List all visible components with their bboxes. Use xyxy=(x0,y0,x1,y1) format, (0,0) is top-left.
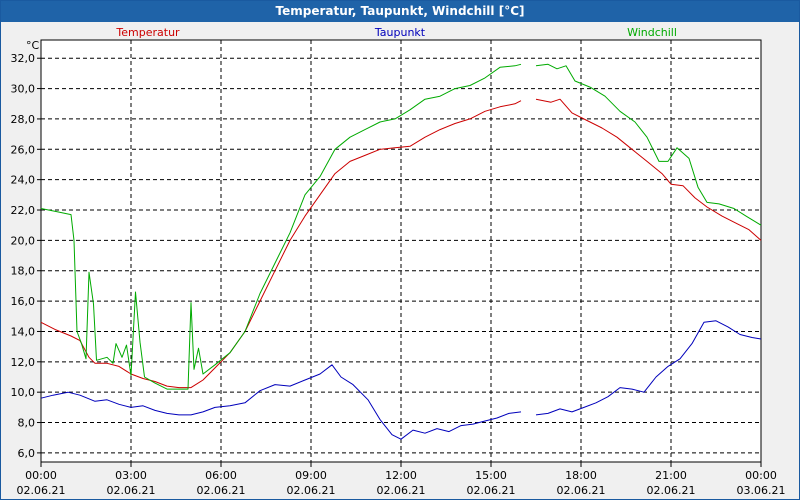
grid xyxy=(41,40,761,462)
y-tick-label: 22,0 xyxy=(11,204,36,217)
x-tick-time: 21:00 xyxy=(655,469,687,482)
y-tick-label: 8,0 xyxy=(18,417,36,430)
y-axis: 6,0 8,0 10,0 12,0 14,0 16,0 18,0 20,0 22,0 24,0 26… xyxy=(11,52,41,460)
x-axis: 00:00 02.06.21 03:00 02.06.21 06:00 02.06.21 0… xyxy=(17,462,786,497)
y-tick-label: 32,0 xyxy=(11,52,36,65)
legend-temperatur: Temperatur xyxy=(115,26,180,39)
series-line-windchill xyxy=(40,63,762,390)
x-tick-date: 02.06.21 xyxy=(197,484,246,497)
x-tick-time: 09:00 xyxy=(295,469,327,482)
y-unit-label: °C xyxy=(26,39,40,52)
y-tick-label: 30,0 xyxy=(11,83,36,96)
y-tick-label: 10,0 xyxy=(11,386,36,399)
y-tick-label: 12,0 xyxy=(11,356,36,369)
legend-taupunkt: Taupunkt xyxy=(374,26,426,39)
y-tick-label: 20,0 xyxy=(11,234,36,247)
legend-windchill: Windchill xyxy=(627,26,677,39)
y-tick-label: 26,0 xyxy=(11,143,36,156)
series-line-temperatur xyxy=(40,98,762,389)
x-tick-time: 18:00 xyxy=(565,469,597,482)
x-tick-date: 02.06.21 xyxy=(557,484,606,497)
x-tick-date: 02.06.21 xyxy=(17,484,66,497)
x-tick-date: 02.06.21 xyxy=(377,484,426,497)
x-tick-date: 03.06.21 xyxy=(737,484,786,497)
x-tick-date: 02.06.21 xyxy=(287,484,336,497)
y-tick-label: 28,0 xyxy=(11,113,36,126)
y-tick-label: 6,0 xyxy=(18,447,36,460)
y-tick-label: 24,0 xyxy=(11,174,36,187)
x-tick-time: 00:00 xyxy=(25,469,57,482)
x-tick-time: 15:00 xyxy=(475,469,507,482)
x-tick-time: 00:00 xyxy=(745,469,777,482)
x-tick-time: 06:00 xyxy=(205,469,237,482)
y-tick-label: 18,0 xyxy=(11,265,36,278)
series-line-taupunkt xyxy=(40,320,762,440)
window-title: Temperatur, Taupunkt, Windchill [°C] xyxy=(1,1,799,22)
x-tick-time: 03:00 xyxy=(115,469,147,482)
x-tick-date: 02.06.21 xyxy=(107,484,156,497)
x-tick-date: 02.06.21 xyxy=(467,484,516,497)
x-tick-date: 02.06.21 xyxy=(647,484,696,497)
series-lines xyxy=(40,63,762,440)
y-tick-label: 16,0 xyxy=(11,295,36,308)
x-tick-time: 12:00 xyxy=(385,469,417,482)
y-tick-label: 14,0 xyxy=(11,325,36,338)
